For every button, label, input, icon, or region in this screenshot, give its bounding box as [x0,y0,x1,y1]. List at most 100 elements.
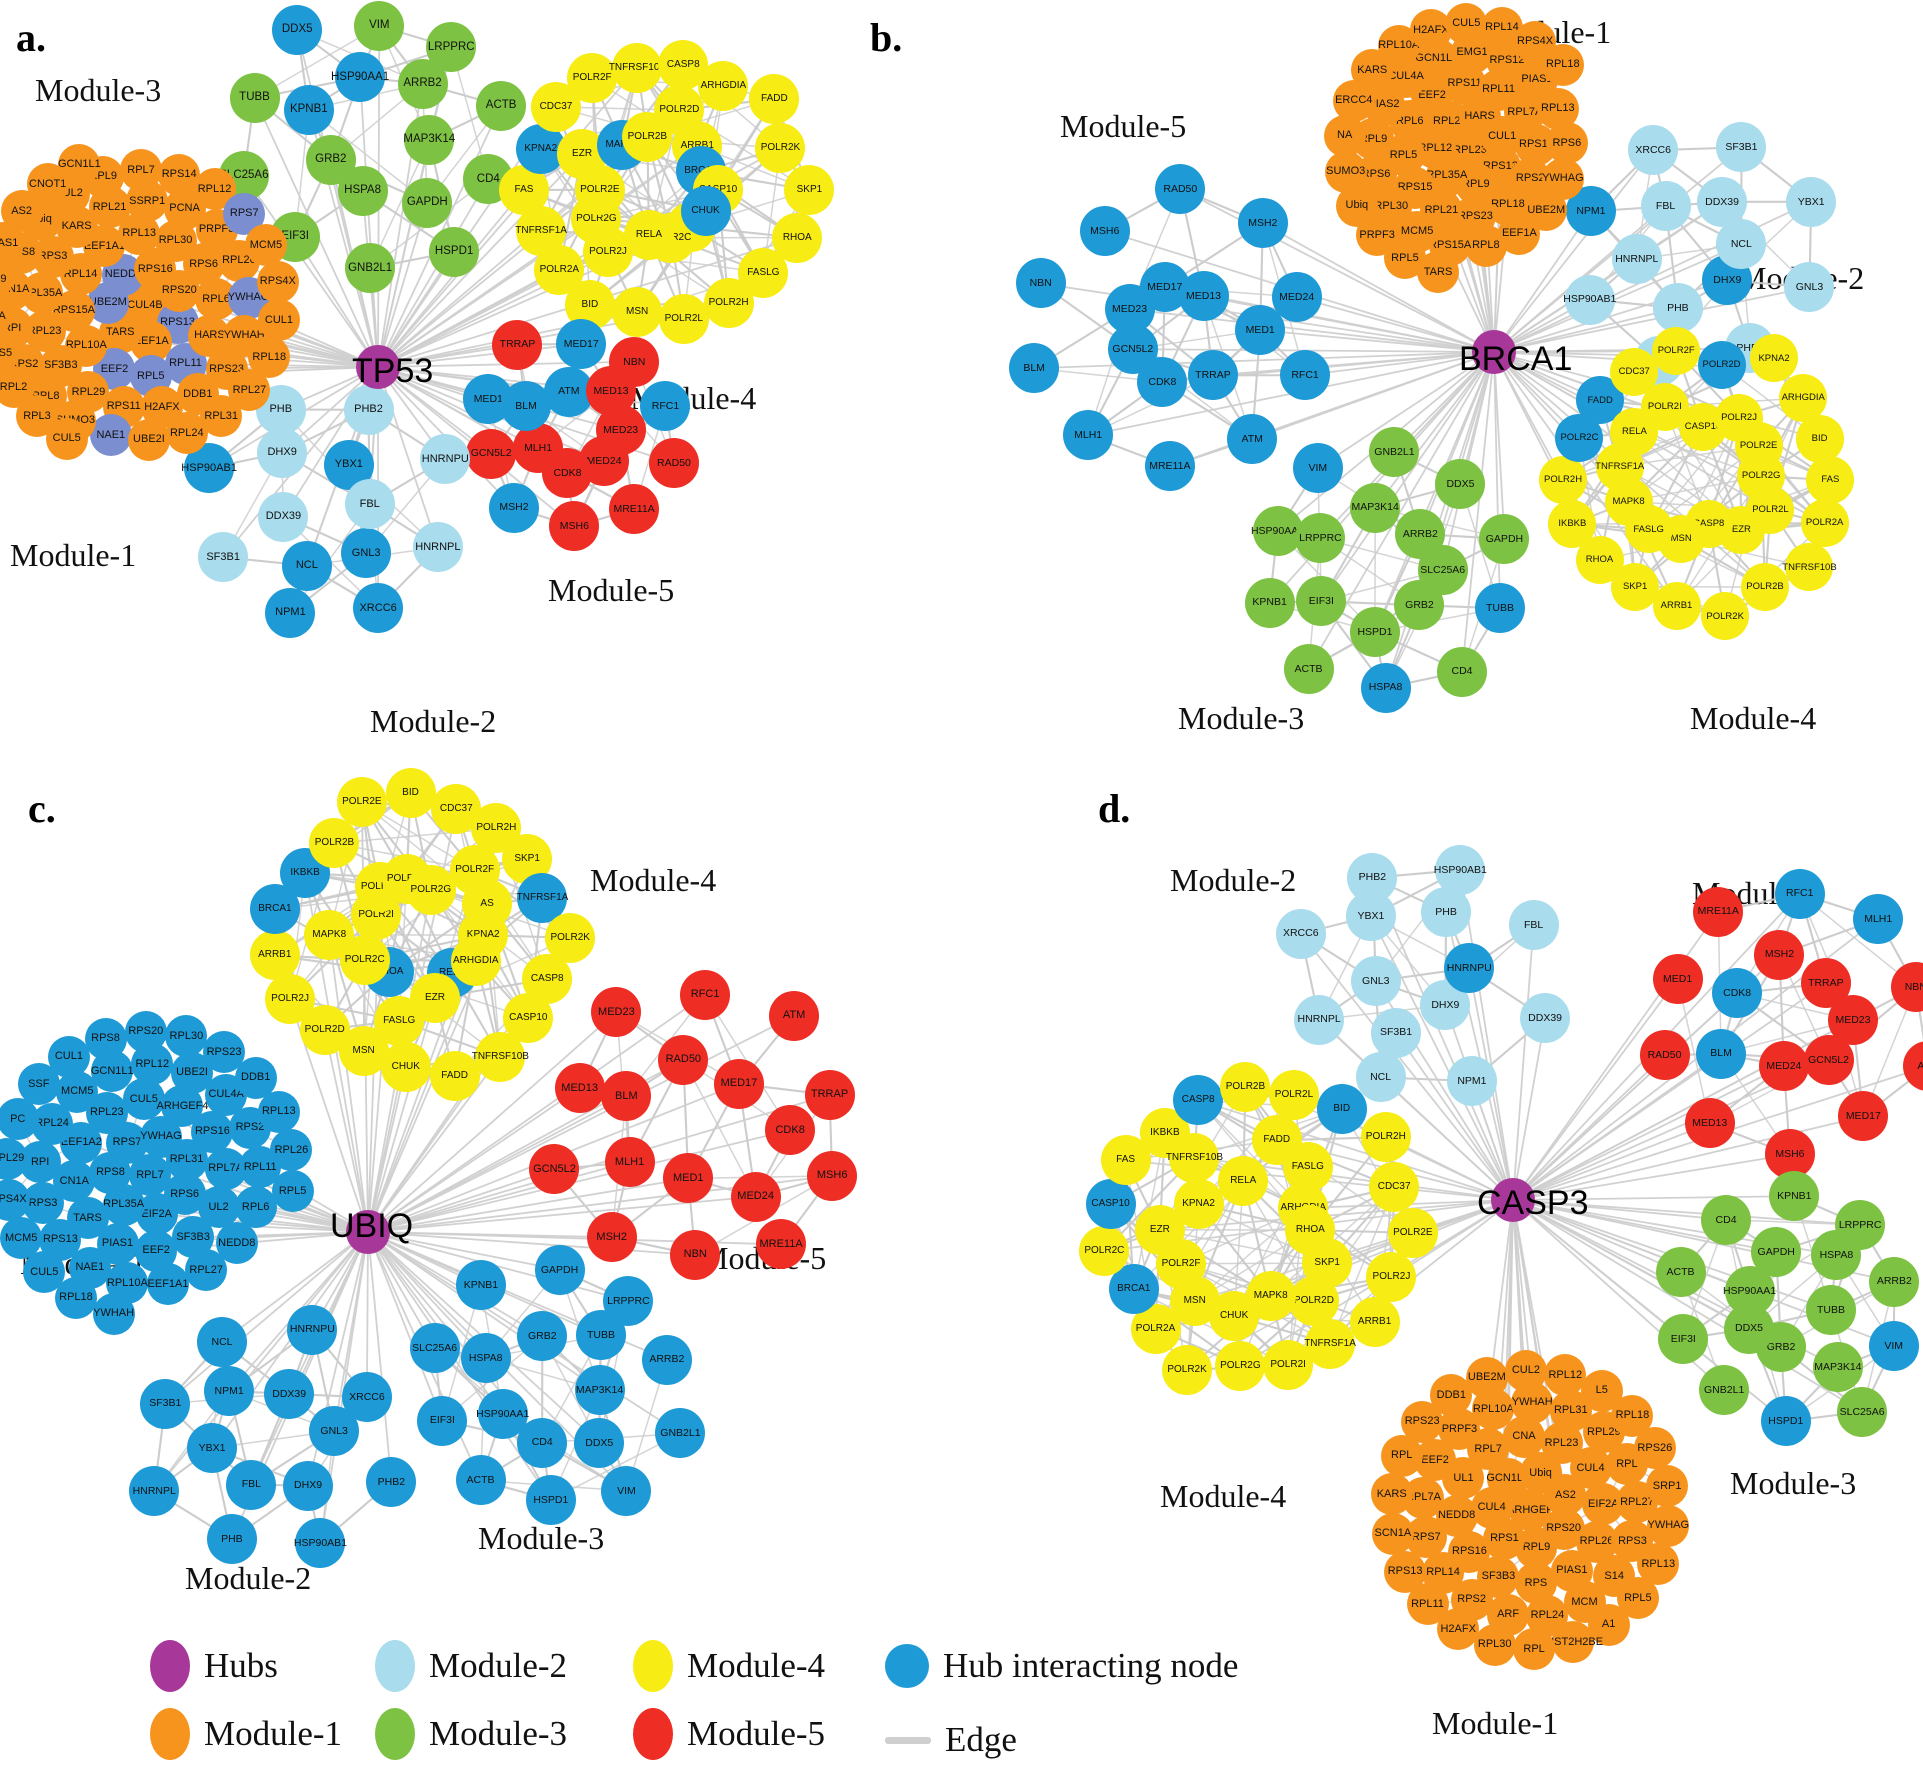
a-m4-tnfrsf10b[interactable]: TNFRSF10B [609,42,666,93]
b-m5-mre11a[interactable]: MRE11A [1144,441,1195,492]
a-m4-fadd[interactable]: FADD [749,73,800,124]
c-m5-rfc1[interactable]: RFC1 [680,969,731,1020]
b-m5-nbn[interactable]: NBN [1015,258,1066,309]
d-m2-hnrnpu[interactable]: HNRNPU [1444,943,1495,994]
a-m3-hsp90aa1[interactable]: HSP90AA1 [331,52,389,103]
b-m3-actb[interactable]: ACTB [1283,643,1334,694]
d-m1-rpl30[interactable]: RPL30 [1473,1623,1516,1666]
c-m4-arrb1[interactable]: ARRB1 [249,930,300,981]
d-m1-kars[interactable]: KARS [1370,1473,1413,1516]
c-m4-mapk8[interactable]: MAPK8 [304,909,355,960]
a-m4-polr2k[interactable]: POLR2K [755,123,806,174]
b-m4-kpna2[interactable]: KPNA2 [1750,334,1799,383]
b-m3-ddx5[interactable]: DDX5 [1435,459,1486,510]
a-m5-mlh1[interactable]: MLH1 [513,423,564,474]
a-m3-gapdh[interactable]: GAPDH [402,177,453,228]
d-m5-blm[interactable]: BLM [1696,1028,1747,1079]
d-m4-casp8[interactable]: CASP8 [1173,1075,1224,1126]
c-m1-rpl26[interactable]: RPL26 [270,1129,313,1172]
c-m3-hspa8[interactable]: HSPA8 [460,1333,511,1384]
d-m1-rps26[interactable]: RPS26 [1633,1427,1676,1470]
a-m2-npm1[interactable]: NPM1 [265,587,316,638]
c-m2-hnrnpu[interactable]: HNRNPU [287,1304,338,1355]
b-m5-rfc1[interactable]: RFC1 [1280,350,1331,401]
d-m4-polr2j[interactable]: POLR2J [1366,1252,1417,1303]
b-m4-fas[interactable]: FAS [1806,456,1855,505]
a-m4-chuk[interactable]: CHUK [680,185,731,236]
d-m2-npm1[interactable]: NPM1 [1446,1056,1497,1106]
c-m5-msh2[interactable]: MSH2 [586,1212,637,1263]
c-m1-ul2[interactable]: UL2 [197,1186,240,1229]
a-m5-rad50[interactable]: RAD50 [648,438,699,489]
a-m3-hspd1[interactable]: HSPD1 [429,226,480,277]
a-m1-rpl7[interactable]: RPL7 [120,149,163,192]
c-m2-npm1[interactable]: NPM1 [204,1366,255,1417]
b-m3-hspa8[interactable]: HSPA8 [1360,662,1411,713]
c-m2-ybx1[interactable]: YBX1 [187,1423,238,1474]
b-m4-arrb1[interactable]: ARRB1 [1652,581,1701,630]
c-m5-atm[interactable]: ATM [769,990,820,1041]
d-m4-polr2i[interactable]: POLR2I [1263,1340,1314,1391]
d-m2-phb[interactable]: PHB [1421,887,1472,938]
c-m3-hspd1[interactable]: HSPD1 [525,1474,576,1525]
c-m5-med17[interactable]: MED17 [713,1058,764,1109]
d-m4-arrb1[interactable]: ARRB1 [1349,1297,1400,1347]
a-m3-arrb2[interactable]: ARRB2 [397,58,448,109]
c-m4-tnfrsf10b[interactable]: TNFRSF10B [472,1031,529,1082]
c-m3-eif3i[interactable]: EIF3I [417,1395,468,1446]
c-m5-rad50[interactable]: RAD50 [658,1034,709,1085]
c-m3-arrb2[interactable]: ARRB2 [641,1334,692,1385]
c-m4-bid[interactable]: BID [385,768,436,819]
c-m2-ncl[interactable]: NCL [197,1317,248,1367]
c-m3-map3k14[interactable]: MAP3K14 [574,1365,625,1416]
d-m5-nbn[interactable]: NBN [1890,962,1923,1013]
c-m3-actb[interactable]: ACTB [455,1455,506,1506]
a-m1-mcm5[interactable]: MCM5 [244,224,287,267]
b-m2-gnl3[interactable]: GNL3 [1784,262,1835,313]
a-m5-med17[interactable]: MED17 [556,318,607,369]
a-m3-map3k14[interactable]: MAP3K14 [403,115,455,166]
d-m1-rpl12[interactable]: RPL12 [1544,1354,1587,1397]
a-m2-gnl3[interactable]: GNL3 [341,528,392,579]
a-m2-hnrnpu[interactable]: HNRNPU [420,434,471,485]
b-m5-msh2[interactable]: MSH2 [1237,198,1288,249]
d-m5-med24[interactable]: MED24 [1758,1040,1809,1091]
d-m1-hist2h2be[interactable]: HIST2H2BE [1543,1621,1603,1664]
d-m3-slc25a6[interactable]: SLC25A6 [1837,1386,1888,1437]
d-m2-sf3b1[interactable]: SF3B1 [1371,1007,1421,1058]
c-m1-rpl30[interactable]: RPL30 [165,1015,208,1058]
d-m1-rpl[interactable]: RPL [1513,1628,1556,1671]
d-m5-atm[interactable]: ATM [1903,1041,1923,1092]
d-m1-scn1a[interactable]: SCN1A [1371,1512,1414,1555]
panel-a-hub-tp53[interactable] [356,345,400,389]
a-m5-rfc1[interactable]: RFC1 [640,381,691,432]
d-m5-med17[interactable]: MED17 [1838,1091,1889,1142]
d-m2-ncl[interactable]: NCL [1355,1052,1406,1103]
c-m5-msh6[interactable]: MSH6 [807,1150,858,1201]
b-m2-phb[interactable]: PHB [1652,282,1703,333]
d-m2-fbl[interactable]: FBL [1508,899,1559,950]
a-m4-arhgdia[interactable]: ARHGDIA [698,60,749,111]
d-m1-cul2[interactable]: CUL2 [1504,1349,1547,1392]
c-m4-polr2g[interactable]: POLR2G [405,865,456,916]
panel-a-hub-label[interactable]: TP53 [352,352,434,390]
c-m3-gnb2l1[interactable]: GNB2L1 [655,1408,706,1459]
d-m2-hnrnpl[interactable]: HNRNPL [1294,994,1345,1045]
a-m2-sf3b1[interactable]: SF3B1 [198,532,249,583]
c-m4-fadd[interactable]: FADD [429,1051,480,1102]
b-m3-eif3i[interactable]: EIF3I [1296,576,1347,627]
b-m1-eef1a[interactable]: EEF1A [1498,212,1541,255]
b-m3-kpnb1[interactable]: KPNB1 [1244,577,1295,628]
a-m2-ddx39[interactable]: DDX39 [258,491,309,542]
d-m5-mlh1[interactable]: MLH1 [1853,893,1904,944]
d-m2-ybx1[interactable]: YBX1 [1345,891,1396,942]
a-m1-cul1[interactable]: CUL1 [257,299,300,342]
a-m1-nae1[interactable]: NAE1 [89,414,132,457]
b-m5-med1[interactable]: MED1 [1235,305,1286,356]
d-m4-bid[interactable]: BID [1316,1084,1367,1135]
c-m2-gnl3[interactable]: GNL3 [309,1405,360,1456]
d-m5-cdk8[interactable]: CDK8 [1712,968,1763,1019]
d-m3-hspd1[interactable]: HSPD1 [1760,1396,1811,1447]
d-m5-mre11a[interactable]: MRE11A [1693,886,1744,937]
panel-c-hub-label[interactable]: UBIQ [330,1207,414,1245]
